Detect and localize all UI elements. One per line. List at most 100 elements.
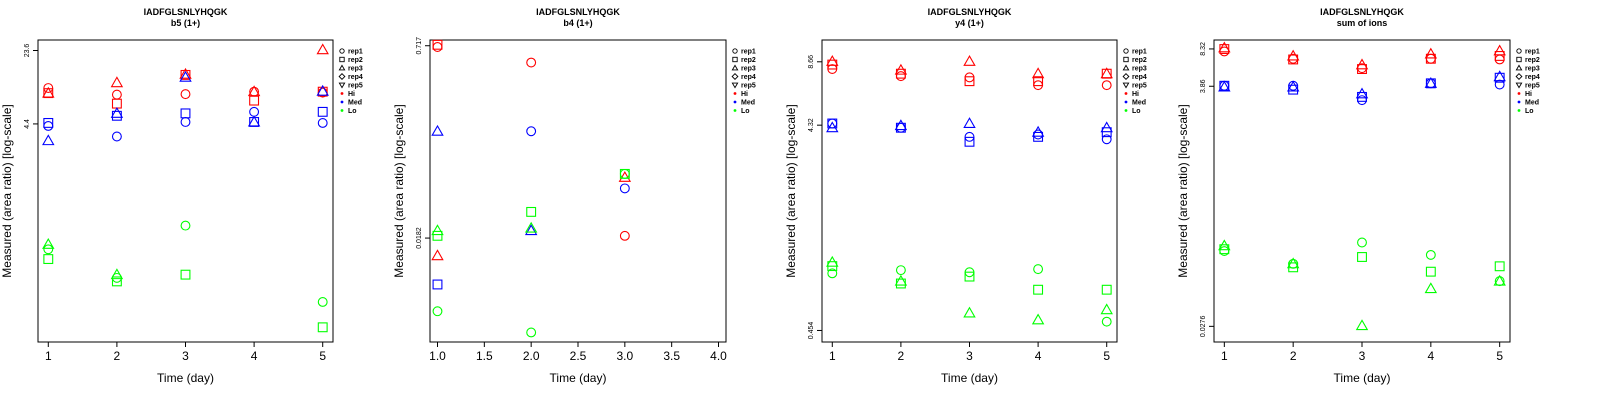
legend-label-rep5: rep5 — [1132, 83, 1147, 90]
data-point-hi-rep1 — [895, 71, 906, 82]
x-tick-label: 1 — [45, 349, 52, 363]
y-tick-label: 23.6 — [24, 44, 31, 58]
data-point-hi-rep2 — [1494, 51, 1505, 61]
data-point-hi-rep3 — [110, 76, 124, 88]
legend-label-hi: Hi — [1525, 91, 1532, 98]
x-axis-label: Time (day) — [941, 371, 998, 385]
data-point-hi-rep3 — [1424, 47, 1438, 59]
legend-label-rep4: rep4 — [1525, 74, 1540, 81]
chart-title: IADFGLSNLYHQGK — [928, 7, 1012, 17]
data-point-med-rep2 — [1494, 72, 1505, 83]
x-tick-label: 3 — [966, 349, 973, 363]
data-point-med-rep3 — [1100, 121, 1113, 133]
plot-frame — [37, 39, 334, 343]
data-point-hi-rep3 — [1355, 58, 1369, 70]
data-point-lo-rep1 — [180, 220, 191, 231]
legend-dot-med — [733, 100, 737, 104]
legend-label-lo: Lo — [1525, 108, 1534, 115]
x-tick-label: 2 — [898, 349, 905, 363]
data-point-lo-rep2 — [1494, 261, 1505, 272]
legend-label-rep3: rep3 — [1132, 66, 1147, 73]
legend-symbol-rep5 — [731, 82, 739, 89]
legend-symbol-rep3 — [731, 64, 739, 71]
data-point-hi-rep2 — [1219, 44, 1230, 55]
legend-label-rep2: rep2 — [741, 57, 756, 64]
data-point-lo-rep2 — [1425, 266, 1436, 277]
legend-label-hi: Hi — [348, 91, 355, 98]
data-point-med-rep1 — [1357, 95, 1367, 106]
plot-frame — [1213, 39, 1511, 343]
legend-dot-med — [1124, 100, 1128, 104]
x-tick-label: 1.0 — [429, 349, 446, 363]
data-point-lo-rep1 — [1033, 264, 1044, 275]
legend-label-rep2: rep2 — [1132, 57, 1147, 64]
data-point-hi-rep2 — [1425, 53, 1436, 64]
data-point-med-rep3 — [963, 117, 976, 129]
legend-label-rep1: rep1 — [741, 49, 756, 56]
data-point-med-rep3 — [431, 124, 444, 136]
data-point-lo-rep3 — [110, 268, 124, 280]
legend-label-rep1: rep1 — [348, 49, 363, 56]
data-point-lo-rep2 — [111, 276, 122, 287]
x-tick-label: 3.5 — [663, 349, 680, 363]
data-point-lo-rep1 — [317, 296, 328, 307]
legend-dot-med — [1517, 100, 1521, 104]
y-tick-label: 4.32 — [808, 118, 815, 132]
legend-label-rep2: rep2 — [348, 57, 363, 64]
legend-label-rep2: rep2 — [1525, 57, 1540, 64]
legend-label-rep4: rep4 — [348, 74, 363, 81]
legend-symbol-rep4 — [731, 73, 739, 80]
legend-label-med: Med — [1132, 100, 1146, 107]
data-point-lo-rep1 — [1425, 249, 1436, 260]
data-point-hi-rep1 — [111, 89, 122, 100]
data-point-hi-rep3 — [179, 67, 192, 79]
x-tick-label: 2 — [114, 349, 121, 363]
data-point-hi-rep2 — [111, 98, 122, 109]
data-point-hi-rep1 — [43, 83, 54, 93]
data-point-lo-rep1 — [1101, 316, 1112, 327]
data-point-hi-rep3 — [618, 170, 632, 182]
legend-symbol-rep1 — [339, 48, 345, 54]
legend-symbol-rep2 — [1123, 56, 1129, 63]
data-point-med-rep2 — [827, 118, 838, 129]
x-tick-label: 3 — [1359, 349, 1366, 363]
y-axis-label: Measured (area ratio) [log-scale] — [392, 104, 406, 277]
data-point-lo-rep2 — [1357, 252, 1367, 262]
data-point-lo-rep3 — [42, 237, 55, 249]
y-axis-label: Measured (area ratio) [log-scale] — [784, 104, 798, 277]
x-tick-label: 4 — [1035, 349, 1042, 363]
data-point-hi-rep1 — [964, 72, 975, 83]
legend-dot-lo — [1124, 109, 1128, 112]
data-point-hi-rep1 — [1425, 53, 1436, 64]
data-point-med-rep3 — [316, 84, 329, 96]
legend-dot-hi — [1124, 92, 1128, 95]
chart-subtitle: sum of ions — [1337, 18, 1388, 28]
data-point-lo-rep1 — [619, 168, 630, 179]
y-tick-label: 0.0276 — [1200, 316, 1207, 338]
y-tick-label: 8.32 — [1200, 42, 1207, 56]
data-point-med-rep3 — [1493, 70, 1506, 82]
legend-dot-hi — [340, 92, 344, 95]
legend-label-rep5: rep5 — [741, 83, 756, 90]
x-tick-label: 3 — [182, 349, 189, 363]
legend-dot-hi — [1517, 92, 1521, 95]
legend-dot-lo — [340, 109, 344, 112]
data-point-med-rep1 — [619, 183, 630, 194]
data-point-hi-rep3 — [963, 54, 976, 66]
data-point-hi-rep1 — [1494, 54, 1505, 65]
chart-subtitle: b5 (1+) — [171, 18, 200, 28]
data-point-med-rep1 — [180, 117, 191, 127]
x-tick-label: 4 — [1427, 349, 1434, 363]
x-axis-label: Time (day) — [1334, 371, 1391, 385]
legend-symbol-rep1 — [1123, 48, 1129, 54]
legend-symbol-rep5 — [338, 82, 346, 89]
data-point-med-rep3 — [1218, 80, 1231, 92]
legend-symbol-rep5 — [1122, 82, 1130, 89]
data-point-lo-rep3 — [894, 274, 908, 286]
data-point-lo-rep3 — [1031, 313, 1045, 325]
legend-label-rep4: rep4 — [741, 74, 756, 81]
data-point-lo-rep3 — [826, 255, 839, 267]
